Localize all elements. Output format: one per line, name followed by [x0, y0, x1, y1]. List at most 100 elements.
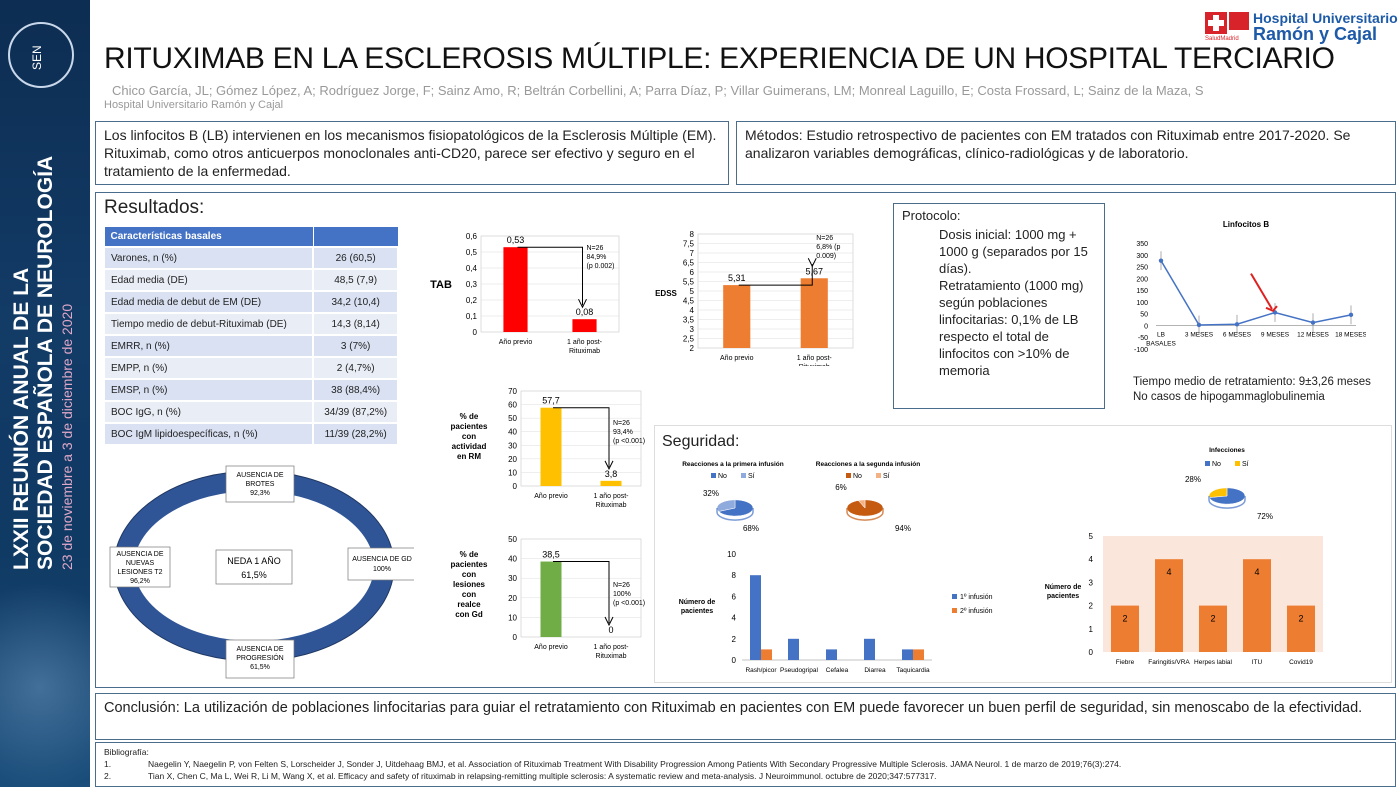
x-tick-label: Pseudogripal: [780, 667, 818, 674]
legend-swatch: [1205, 461, 1210, 466]
y-tick-label: 250: [1136, 265, 1148, 272]
legend-swatch: [1235, 461, 1240, 466]
y-axis-label: con: [462, 432, 476, 441]
data-point: [1348, 312, 1354, 318]
bar-value-label: 2: [1298, 614, 1303, 624]
y-tick-label: 30: [508, 574, 517, 583]
annotation-text: 0.009): [816, 253, 836, 260]
bibliography-title: Bibliografía:: [104, 747, 149, 757]
x-tick-label: Herpes labial: [1194, 659, 1232, 666]
reference-2-num: 2.: [104, 771, 112, 781]
x-tick-label: 6 MESES: [1223, 331, 1252, 338]
y-tick-label: 0,2: [466, 296, 478, 305]
bar: [723, 285, 751, 348]
table-cell-value: 3 (7%): [312, 334, 399, 358]
pie-slice: [857, 499, 866, 509]
annotation-text: N=26: [816, 235, 833, 242]
y-axis-label-line2: pacientes: [681, 608, 713, 615]
bar: [1199, 605, 1227, 652]
annotation-text: N=26: [613, 582, 630, 589]
y-tick-label: 4,5: [683, 297, 695, 306]
legend-label: No: [853, 473, 862, 480]
table-cell-label: EMRR, n (%): [102, 334, 315, 358]
y-tick-label: 8: [732, 571, 737, 580]
data-point: [1272, 310, 1278, 315]
bar: [788, 638, 799, 660]
table-row: BOC IgG, n (%) 34/39 (87,2%): [102, 400, 399, 424]
pie-label: 6%: [835, 483, 847, 492]
x-tick-label: Fiebre: [1116, 659, 1135, 666]
bar: [750, 575, 761, 660]
y-axis-label: actividad: [452, 442, 487, 451]
neda-top-box: [225, 465, 295, 503]
bar-value-label: 2: [1122, 614, 1127, 624]
table-row: Edad media (DE) 48,5 (7,9): [102, 268, 399, 292]
legend-label: Sí: [748, 473, 755, 480]
y-axis-label: realce: [457, 600, 481, 609]
neda-right-l2: 100%: [373, 566, 391, 573]
y-tick-label: 50: [508, 414, 517, 423]
table-row: EMRR, n (%) 3 (7%): [102, 334, 399, 358]
x-tick-label: Cefalea: [826, 667, 849, 674]
y-tick-label: 4: [690, 306, 695, 315]
reference-1-num: 1.: [104, 759, 112, 769]
y-axis-label: con Gd: [455, 610, 483, 619]
legend-label: 2º infusión: [960, 608, 993, 615]
x-tick-label: ITU: [1252, 659, 1263, 666]
bar: [1155, 559, 1183, 652]
x-tick-label: 1 año post-: [593, 644, 629, 651]
y-tick-label: 0,3: [466, 280, 478, 289]
y-tick-label: 200: [1136, 276, 1148, 283]
x-tick-label-line2: Rituximab: [595, 653, 626, 658]
x-tick-label-line2: Rituximab: [569, 348, 600, 353]
y-tick-label: 0: [1144, 323, 1148, 330]
chart-pie-second-infusion: Reacciones a la segunda infusión No Sí 94% 6…: [816, 461, 920, 533]
hospital-logo-line1: Hospital Universitario: [1253, 10, 1398, 26]
y-tick-label: 100: [1136, 300, 1148, 307]
chart-linfocitos: Linfocitos B -100 -50 0 50 100 150 200 250 300 350…: [1134, 220, 1366, 354]
methods-box: Métodos: Estudio retrospectivo de pacien…: [736, 121, 1396, 185]
y-axis-label: TAB: [430, 279, 452, 291]
y-tick-label: 350: [1136, 241, 1148, 248]
y-tick-label: 50: [1140, 312, 1148, 319]
congress-title-line1: LXXII REUNIÓN ANUAL DE LA: [10, 267, 33, 570]
legend-swatch: [741, 473, 746, 478]
hospital-logo-line2: Ramón y Cajal: [1253, 24, 1378, 44]
arrow-head: [604, 460, 614, 470]
y-tick-label: 3: [690, 325, 695, 334]
x-tick-label: 3 MESES: [1185, 331, 1214, 338]
y-tick-label: 4: [732, 614, 737, 623]
bar: [540, 561, 562, 637]
table-cell-label: Edad media de debut de EM (DE): [102, 290, 315, 314]
bar: [902, 649, 913, 660]
annotation-text: 6,8% (p: [816, 244, 840, 251]
bar-value-label: 5,67: [805, 266, 823, 276]
annotation-text: (p <0.001): [613, 600, 645, 607]
x-tick-label-line2: BASALES: [1146, 340, 1176, 347]
y-tick-label: 10: [508, 468, 517, 477]
reference-1: 1. Naegelin Y, Naegelin P, von Felten S, …: [104, 758, 1387, 770]
table-cell-value: 2 (4,7%): [312, 356, 399, 380]
y-axis-label: con: [462, 590, 476, 599]
annotation-text: N=26: [587, 245, 604, 252]
sidebar: SEN LXXII REUNIÓN ANUAL DE LA SOCIEDAD E…: [0, 0, 90, 787]
table-cell-label: BOC IgG, n (%): [102, 400, 315, 424]
legend-swatch: [711, 473, 716, 478]
table-header: Características basales: [103, 226, 314, 248]
bar-value-label: 4: [1166, 567, 1171, 577]
y-axis-label: % de: [460, 550, 479, 559]
y-tick-label: 0: [1089, 648, 1094, 657]
reference-1-text: Naegelin Y, Naegelin P, von Felten S, Lo…: [148, 759, 1122, 769]
y-tick-label: 5: [690, 287, 695, 296]
table-row: EMSP, n (%) 38 (88,4%): [102, 378, 399, 402]
legend-swatch: [876, 473, 881, 478]
annotation-arrow: [738, 264, 813, 286]
y-axis-label: Número de: [679, 599, 716, 606]
congress-title-line2: SOCIEDAD ESPAÑOLA DE NEUROLOGÍA: [34, 155, 57, 570]
neda-right-box: [347, 547, 414, 581]
neda-diagram: NEDA 1 AÑO 61,5% AUSENCIA DE BROTES 92,3…: [109, 465, 414, 679]
bar: [1111, 605, 1139, 652]
annotation-arrow: [553, 407, 610, 467]
table-cell-value: 48,5 (7,9): [312, 268, 399, 292]
y-tick-label: 2: [1089, 602, 1094, 611]
